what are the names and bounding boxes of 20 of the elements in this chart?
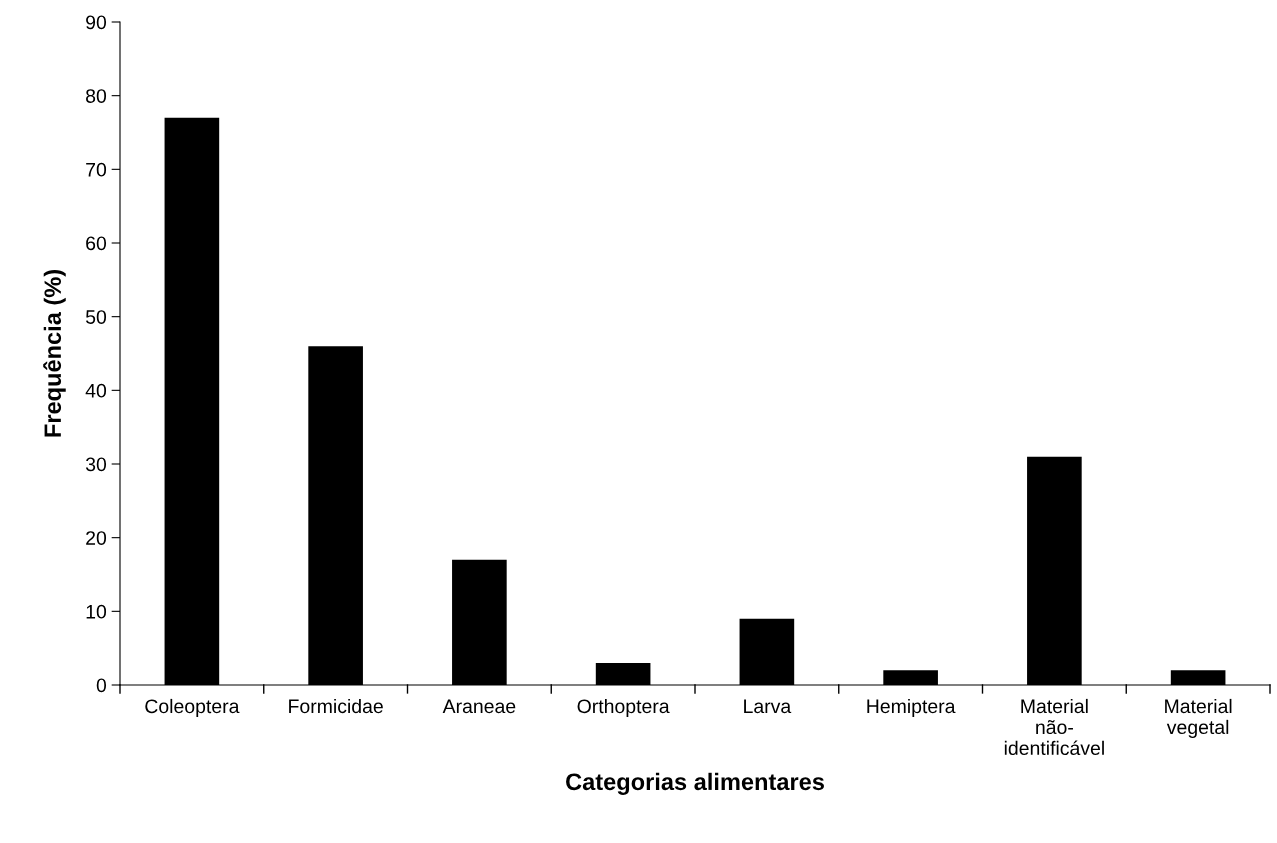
- y-tick-label: 60: [86, 236, 107, 251]
- x-tick-label: Araneae: [442, 699, 516, 714]
- y-tick-label: 0: [96, 678, 107, 693]
- x-tick-label: Material não- identificável: [1004, 698, 1104, 756]
- x-axis-title: Categorias alimentares: [566, 772, 824, 795]
- x-tick-label: Larva: [744, 699, 792, 714]
- y-tick-label: 70: [86, 162, 107, 177]
- x-tick-label: Coleoptera: [145, 698, 240, 718]
- y-tick-label: 20: [86, 531, 107, 545]
- y-tick-label: 80: [86, 89, 107, 103]
- x-tick-label: Material vegetal: [1165, 698, 1232, 738]
- y-tick-label: 30: [85, 457, 107, 472]
- y-tick-label: 50: [85, 310, 107, 324]
- x-tick-label: Formicidae: [289, 698, 383, 714]
- y-tick-label: 10: [86, 604, 107, 619]
- y-tick-label: 40: [85, 383, 107, 398]
- y-tick-label: 90: [86, 15, 107, 30]
- x-tick-label: Hemiptera: [867, 698, 956, 718]
- y-axis-title: Frequência (%): [43, 270, 66, 437]
- x-tick-label: Orthoptera: [577, 698, 670, 718]
